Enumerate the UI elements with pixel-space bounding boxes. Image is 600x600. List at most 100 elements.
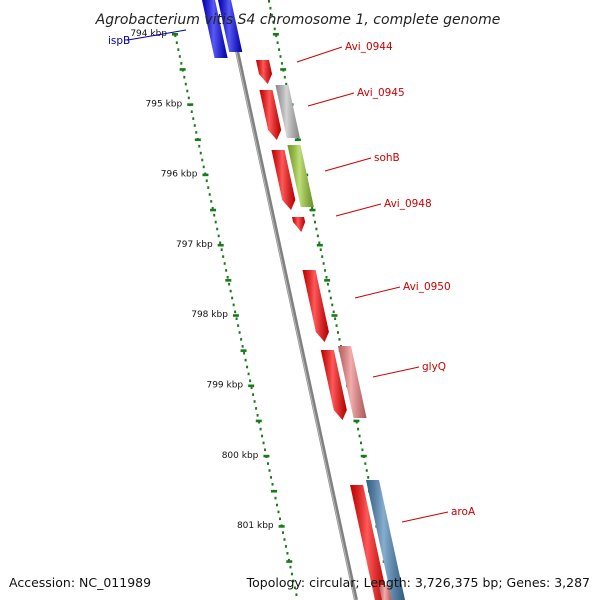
tick-dot-right bbox=[285, 82, 288, 86]
feature-sohB-shade bbox=[271, 150, 296, 210]
tick-dot-left bbox=[192, 117, 195, 120]
gene-label-avi-0948[interactable]: Avi_0948 bbox=[384, 198, 432, 210]
tick-dot-left bbox=[259, 427, 262, 431]
gene-label-ispb[interactable]: ispB bbox=[108, 35, 130, 47]
scale-label: 799 kbp bbox=[206, 381, 243, 391]
tick-dot-left bbox=[174, 34, 177, 38]
tick-dot-left bbox=[290, 572, 293, 576]
tick-dot-left bbox=[292, 579, 295, 583]
tick-dot-left bbox=[274, 496, 277, 500]
tick-dot-right bbox=[364, 462, 367, 465]
tick-dot-right bbox=[280, 62, 283, 65]
gene-label-glyq[interactable]: glyQ bbox=[422, 361, 446, 373]
tick-dot-left bbox=[202, 165, 205, 169]
gene-label-sohb[interactable]: sohB bbox=[374, 152, 400, 164]
tick-dot-left bbox=[177, 48, 180, 51]
tick-dot-left bbox=[241, 345, 244, 348]
tick-major-left bbox=[271, 489, 278, 493]
tick-dot-left bbox=[184, 82, 187, 86]
scale-label: 796 kbp bbox=[161, 170, 198, 180]
tick-dot-left bbox=[222, 255, 225, 258]
tick-dot-left bbox=[183, 75, 186, 79]
tick-dot-right bbox=[360, 441, 362, 445]
feature-avi-0948-shade bbox=[292, 217, 306, 232]
tick-dot-left bbox=[261, 434, 264, 438]
feature-avi-0950-shade bbox=[302, 270, 329, 342]
tick-dot-left bbox=[238, 331, 241, 334]
tick-dot-left bbox=[247, 372, 250, 376]
tick-dot-right bbox=[367, 476, 370, 479]
tick-dot-left bbox=[267, 462, 270, 465]
tick-dot-left bbox=[286, 552, 289, 555]
tick-dot-left bbox=[187, 96, 190, 100]
feature-glyQ-b-shade bbox=[337, 346, 367, 418]
leader-line bbox=[401, 511, 449, 523]
gene-label-aroa[interactable]: aroA bbox=[451, 506, 476, 518]
tick-dot-left bbox=[225, 269, 228, 272]
feature-aroA-shade bbox=[350, 485, 388, 600]
tick-dot-right bbox=[326, 282, 329, 286]
tick-dot-left bbox=[271, 483, 274, 486]
tick-dot-right bbox=[325, 276, 328, 279]
tick-major-left bbox=[255, 419, 262, 423]
tick-dot-right bbox=[279, 55, 282, 58]
tick-dot-left bbox=[216, 227, 219, 231]
tick-dot-left bbox=[219, 241, 222, 245]
tick-dot-right bbox=[329, 296, 332, 300]
tick-dot-right bbox=[270, 13, 273, 17]
tick-dot-left bbox=[205, 179, 208, 182]
tick-dot-left bbox=[277, 510, 280, 514]
tick-dot-left bbox=[234, 310, 237, 314]
tick-dot-left bbox=[246, 365, 249, 369]
tick-dot-left bbox=[198, 144, 201, 148]
gene-label-avi-0944[interactable]: Avi_0944 bbox=[345, 41, 393, 53]
tick-dot-left bbox=[211, 207, 214, 210]
tick-major-left bbox=[217, 243, 224, 247]
tick-dot-left bbox=[256, 414, 259, 417]
tick-dot-right bbox=[335, 324, 338, 327]
tick-major-right bbox=[331, 314, 338, 317]
feature-avi-0945-shade bbox=[259, 90, 282, 140]
tick-dot-right bbox=[361, 448, 364, 452]
tick-major-left bbox=[240, 349, 247, 352]
tick-dot-left bbox=[226, 276, 229, 279]
tick-dot-left bbox=[249, 379, 252, 383]
tick-major-right bbox=[309, 208, 316, 212]
tick-dot-right bbox=[269, 6, 272, 10]
tick-dot-right bbox=[357, 427, 360, 431]
tick-dot-left bbox=[199, 151, 202, 155]
tick-dot-left bbox=[293, 586, 296, 590]
tick-dot-right bbox=[358, 434, 361, 438]
tick-dot-right bbox=[324, 269, 327, 272]
tick-major-left bbox=[232, 314, 239, 317]
gene-label-avi-0945[interactable]: Avi_0945 bbox=[357, 87, 405, 99]
tick-major-right bbox=[324, 279, 331, 282]
tick-dot-left bbox=[220, 248, 223, 251]
tick-major-right bbox=[272, 33, 279, 36]
feature-ispB-b-shade bbox=[218, 0, 243, 52]
tick-dot-left bbox=[228, 282, 231, 286]
tick-dot-left bbox=[295, 593, 298, 596]
tick-dot-right bbox=[272, 20, 275, 24]
tick-dot-right bbox=[312, 213, 315, 217]
tick-dot-left bbox=[235, 317, 238, 320]
tick-dot-left bbox=[278, 517, 281, 521]
tick-dot-left bbox=[275, 503, 278, 507]
tick-dot-left bbox=[208, 193, 211, 196]
scale-label: 797 kbp bbox=[176, 240, 213, 250]
tick-major-left bbox=[278, 525, 285, 528]
genome-summary: Topology: circular; Length: 3,726,375 bp… bbox=[246, 575, 590, 590]
tick-dot-right bbox=[328, 289, 331, 293]
tick-major-left bbox=[225, 279, 232, 282]
tick-dot-left bbox=[175, 41, 178, 44]
tick-dot-right bbox=[283, 75, 286, 79]
tick-dot-left bbox=[253, 400, 256, 403]
scale-label: 798 kbp bbox=[191, 310, 228, 320]
tick-dot-left bbox=[237, 324, 240, 327]
tick-dot-left bbox=[193, 124, 196, 127]
tick-dot-right bbox=[331, 303, 334, 307]
gene-label-avi-0950[interactable]: Avi_0950 bbox=[403, 281, 451, 293]
tick-dot-right bbox=[268, 0, 270, 3]
tick-dot-right bbox=[319, 248, 322, 251]
